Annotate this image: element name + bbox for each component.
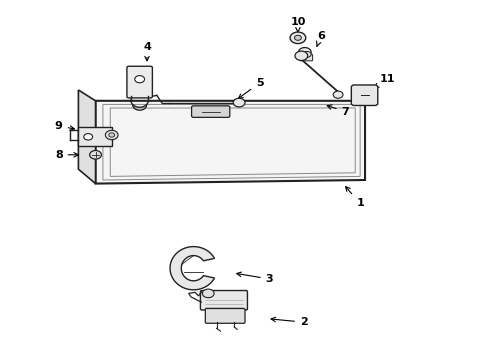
Text: 5: 5 [239, 78, 264, 98]
FancyBboxPatch shape [300, 54, 313, 61]
Circle shape [294, 35, 301, 40]
Circle shape [295, 51, 308, 60]
Circle shape [303, 51, 311, 57]
Text: 1: 1 [345, 186, 364, 208]
Text: 7: 7 [327, 105, 349, 117]
Polygon shape [170, 247, 215, 290]
Text: 2: 2 [271, 317, 308, 327]
FancyBboxPatch shape [127, 66, 152, 98]
Circle shape [84, 134, 93, 140]
Circle shape [202, 289, 214, 298]
Text: 8: 8 [55, 150, 78, 160]
Text: 11: 11 [374, 74, 395, 88]
Circle shape [298, 48, 311, 57]
Text: 6: 6 [317, 31, 325, 46]
Polygon shape [78, 90, 96, 184]
Circle shape [109, 133, 115, 137]
Text: 10: 10 [290, 17, 306, 33]
Text: 9: 9 [55, 121, 74, 131]
FancyBboxPatch shape [351, 85, 378, 105]
Circle shape [135, 76, 145, 83]
Text: 3: 3 [237, 272, 273, 284]
Text: 4: 4 [143, 42, 151, 61]
Circle shape [105, 130, 118, 140]
Circle shape [233, 98, 245, 107]
FancyBboxPatch shape [200, 291, 247, 310]
Circle shape [90, 150, 101, 159]
Circle shape [290, 32, 306, 44]
FancyBboxPatch shape [205, 309, 245, 323]
FancyBboxPatch shape [192, 106, 230, 117]
Circle shape [333, 91, 343, 98]
Polygon shape [96, 101, 365, 184]
Bar [78, 127, 112, 146]
